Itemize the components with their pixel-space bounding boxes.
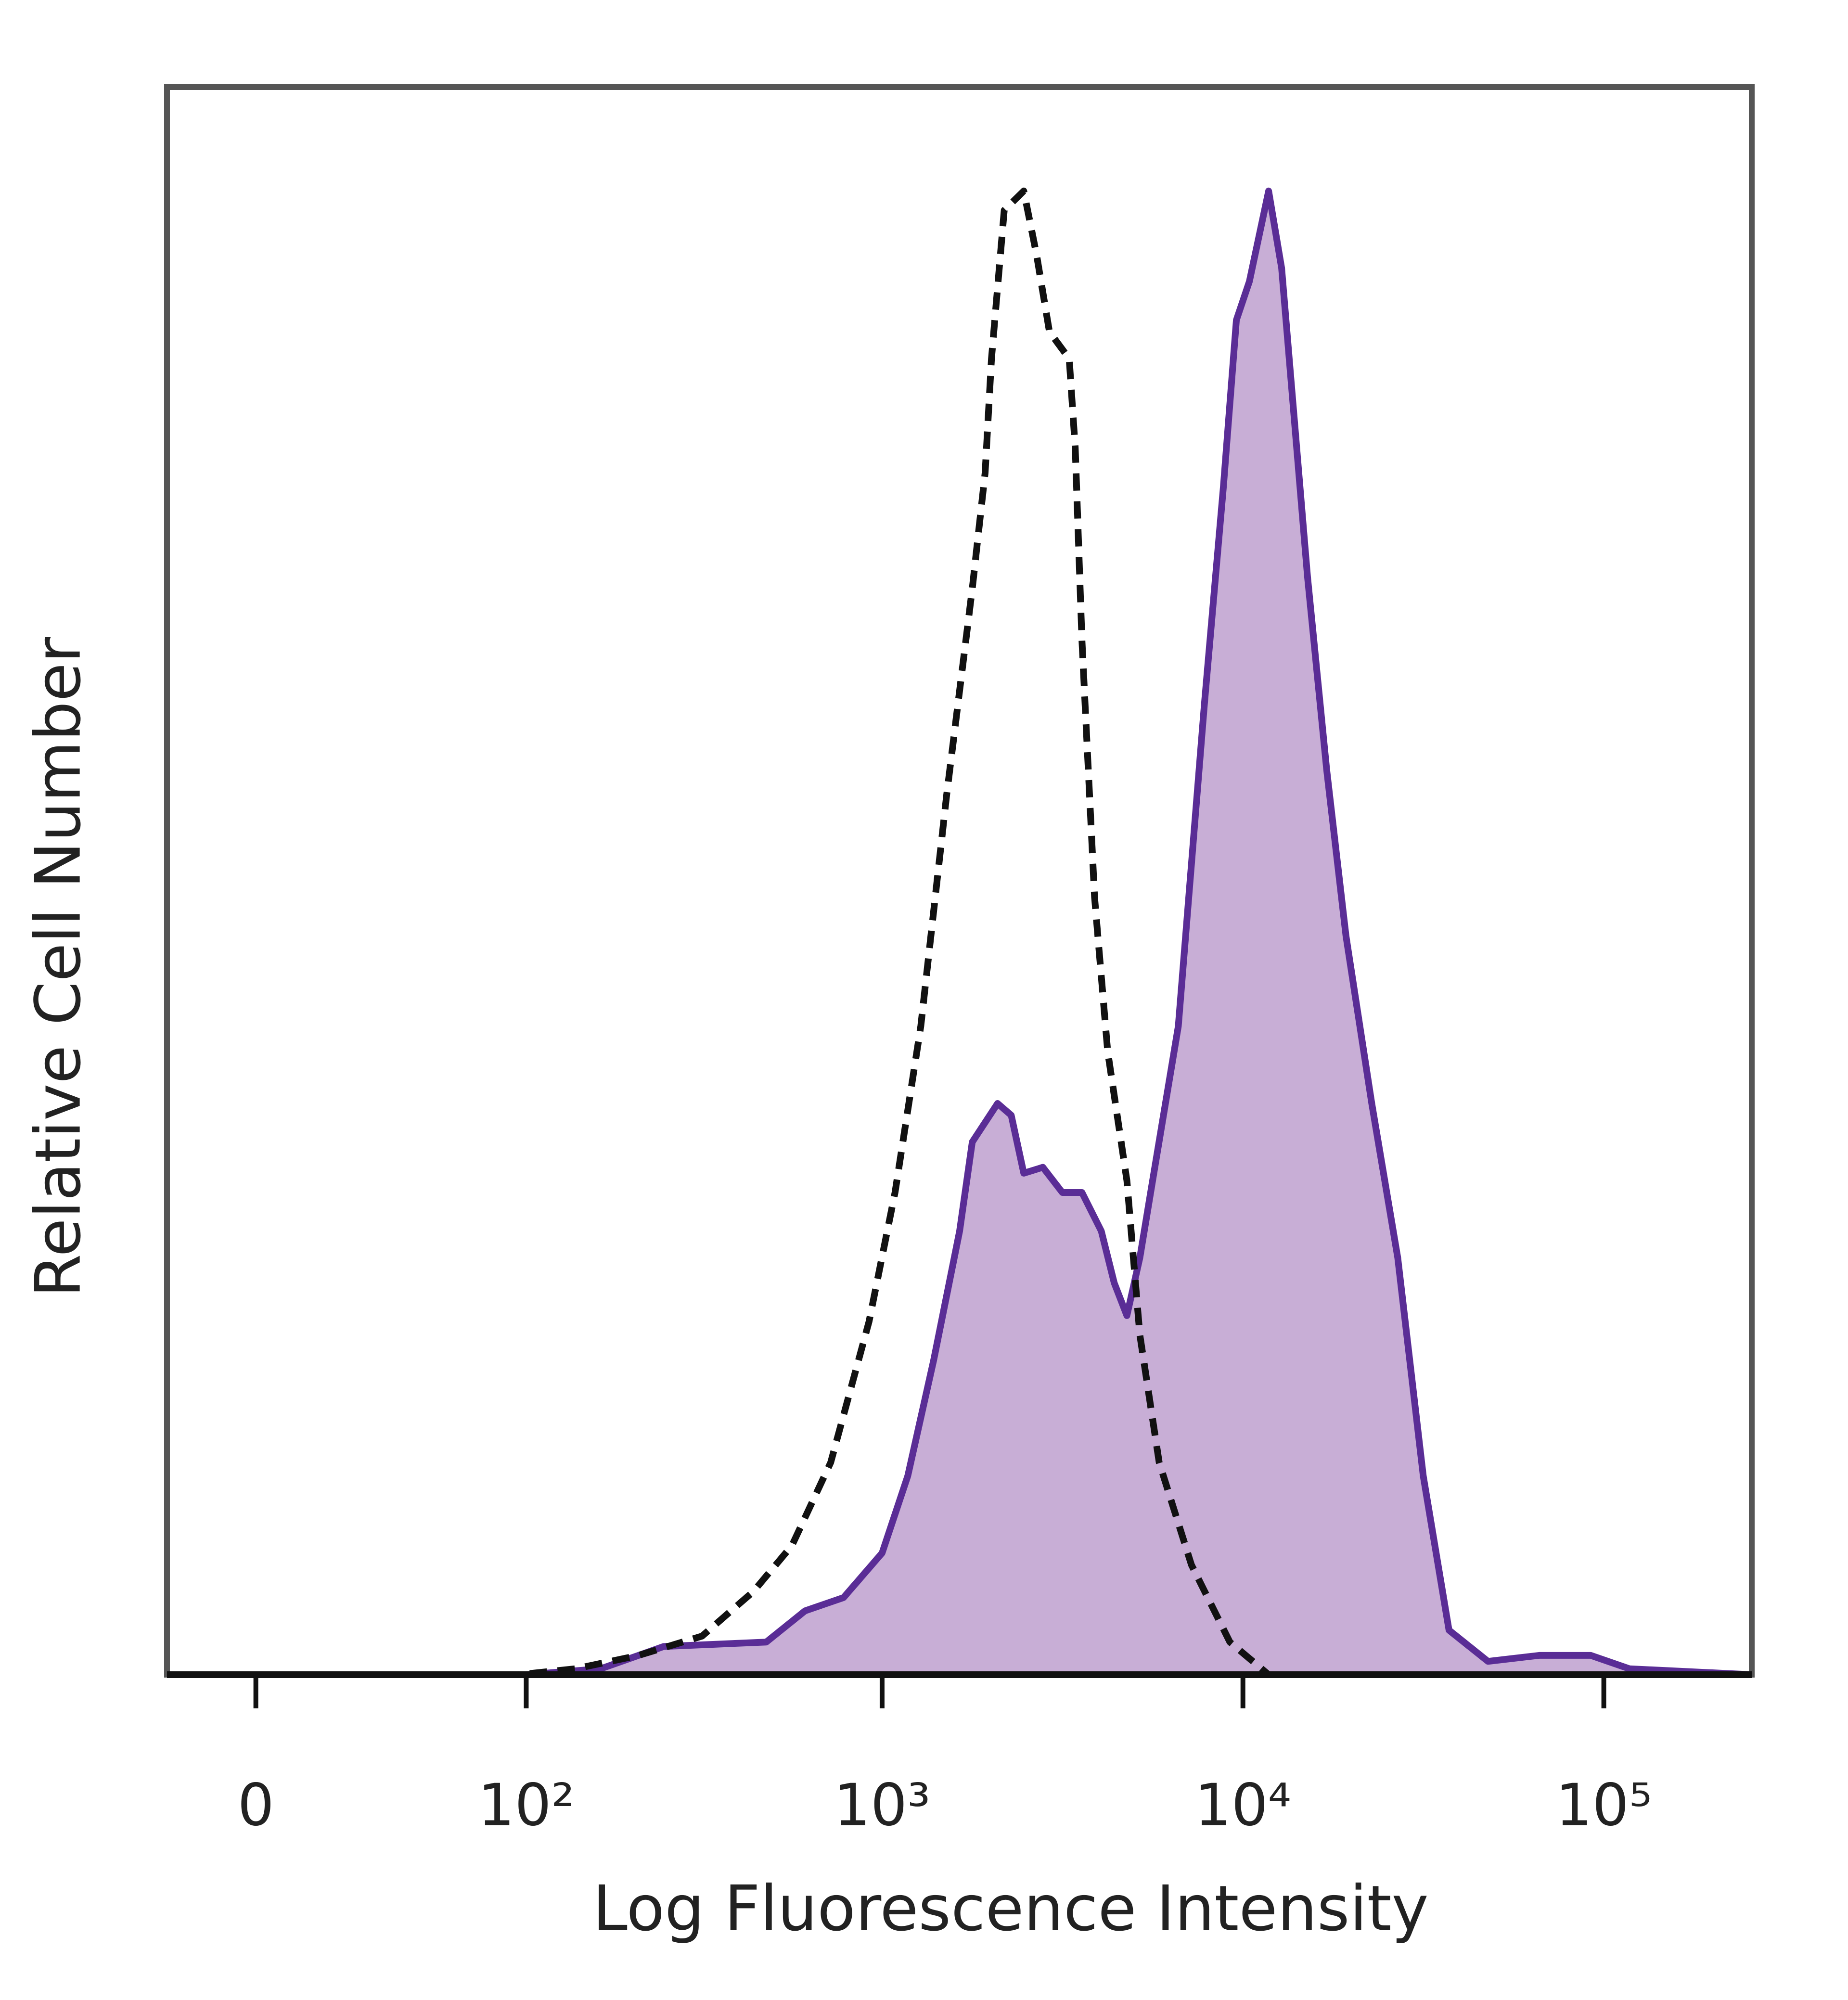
x-tick-label: 10² xyxy=(478,1772,575,1839)
x-tick-label: 10⁵ xyxy=(1555,1772,1652,1839)
histogram-line xyxy=(167,187,1752,1678)
y-axis-title: Relative Cell Number xyxy=(22,637,95,1297)
x-tick-label: 10³ xyxy=(834,1772,931,1839)
x-axis-title: Log Fluorescence Intensity xyxy=(592,1872,1428,1945)
histogram-area xyxy=(167,187,1752,1678)
x-tick-label: 10⁴ xyxy=(1194,1772,1291,1839)
x-tick-label: 0 xyxy=(237,1772,274,1839)
